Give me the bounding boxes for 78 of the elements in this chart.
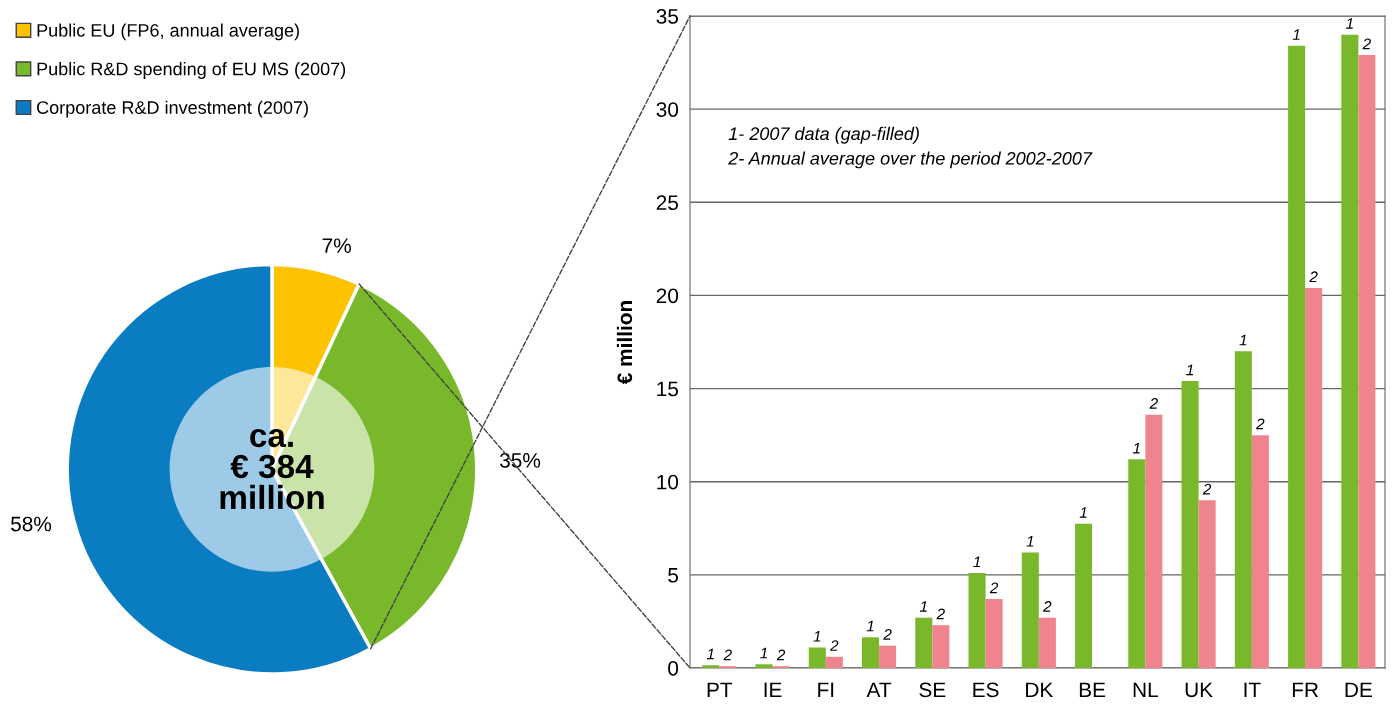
bar — [1181, 381, 1199, 668]
x-tick-label: FR — [1292, 682, 1319, 697]
bar — [879, 645, 897, 668]
text: 1 — [1026, 536, 1034, 547]
text: 1 — [1132, 442, 1140, 454]
bar — [1251, 435, 1269, 668]
text: 2 — [1309, 271, 1318, 283]
bar — [1038, 617, 1056, 668]
x-tick-label: SE — [919, 682, 946, 698]
y-tick-label: 10 — [657, 474, 679, 490]
bar — [968, 572, 986, 668]
text: 2 — [723, 649, 732, 661]
x-tick-label: IE — [764, 682, 782, 697]
text: 1 — [813, 631, 821, 642]
text: 1 — [1079, 507, 1087, 518]
bar — [1128, 459, 1146, 668]
bar — [985, 599, 1003, 668]
y-tick-label: 15 — [657, 381, 679, 397]
x-tick-label: UK — [1185, 682, 1213, 698]
bar — [825, 656, 843, 668]
x-tick-label: AT — [866, 682, 892, 697]
bar — [702, 665, 720, 668]
x-tick-label: IT — [1244, 682, 1261, 697]
x-tick-label: PT — [707, 682, 733, 697]
text: 2 — [829, 640, 839, 651]
text: 2 — [989, 582, 999, 594]
data-label: 35% — [499, 452, 541, 468]
x-tick-label: ES — [973, 682, 999, 698]
text: 2 — [1202, 483, 1212, 495]
text: 2 — [883, 629, 892, 640]
bar — [808, 647, 826, 668]
x-tick-label: BE — [1079, 682, 1106, 697]
text: 2 — [1362, 38, 1371, 50]
legend-label: Public R&D spending of EU MS (2007) — [37, 62, 346, 79]
text: 1 — [1239, 334, 1247, 346]
text: 1 — [919, 601, 927, 612]
text: 1 — [1292, 29, 1300, 40]
annotation: 1- 2007 data (gap-filled) 2- Annual average over the period 2002-2007 — [728, 126, 1093, 169]
y-tick-label: 5 — [668, 568, 679, 583]
bar — [1305, 287, 1323, 668]
legend-label: Public EU (FP6, annual average) — [37, 23, 299, 41]
bar — [1075, 523, 1093, 668]
x-tick-label: FI — [818, 682, 834, 697]
bar — [1021, 552, 1039, 668]
y-tick-label: 0 — [668, 661, 679, 676]
bar — [1358, 55, 1376, 668]
text: ca. € 384 million — [220, 428, 324, 510]
text: 1 — [1186, 364, 1194, 376]
text: 2 — [1256, 418, 1265, 430]
y-axis-title: € million — [616, 301, 633, 385]
bar — [755, 664, 773, 668]
bar — [862, 637, 880, 668]
x-tick-label: DK — [1026, 682, 1054, 697]
data-label: 58% — [10, 516, 52, 532]
bar — [1234, 351, 1252, 668]
y-tick-label: 25 — [656, 195, 679, 211]
bar — [1198, 500, 1216, 668]
data-label: 7% — [322, 238, 351, 253]
y-tick-label: 30 — [656, 102, 679, 117]
legend-label: Corporate R&D investment (2007) — [37, 100, 308, 118]
text: 1 — [706, 648, 714, 660]
text: 1 — [866, 620, 874, 632]
text: 2 — [1043, 601, 1052, 612]
series-label: 2 — [936, 608, 945, 620]
x-tick-label: NL — [1133, 682, 1158, 697]
bar — [1288, 45, 1306, 668]
series-label: 1 — [760, 647, 767, 659]
bar — [932, 625, 950, 668]
x-tick-label: DE — [1345, 682, 1372, 697]
text: 1 — [1346, 18, 1353, 29]
bar — [915, 617, 933, 668]
bar — [1341, 34, 1359, 668]
text: 2 — [776, 649, 786, 661]
text: 1 — [973, 556, 981, 568]
y-tick-label: 20 — [656, 288, 679, 304]
text: 2 — [1149, 398, 1158, 409]
y-tick-label: 35 — [656, 9, 679, 24]
bar — [1145, 414, 1163, 668]
